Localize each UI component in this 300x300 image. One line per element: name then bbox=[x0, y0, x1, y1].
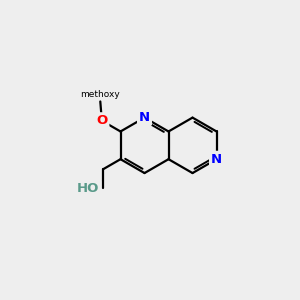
Text: N: N bbox=[139, 111, 150, 124]
Text: methoxy: methoxy bbox=[80, 90, 120, 99]
Text: O: O bbox=[96, 114, 107, 127]
Text: N: N bbox=[211, 153, 222, 166]
Text: methoxy: methoxy bbox=[84, 91, 117, 100]
Text: HO: HO bbox=[77, 182, 99, 195]
